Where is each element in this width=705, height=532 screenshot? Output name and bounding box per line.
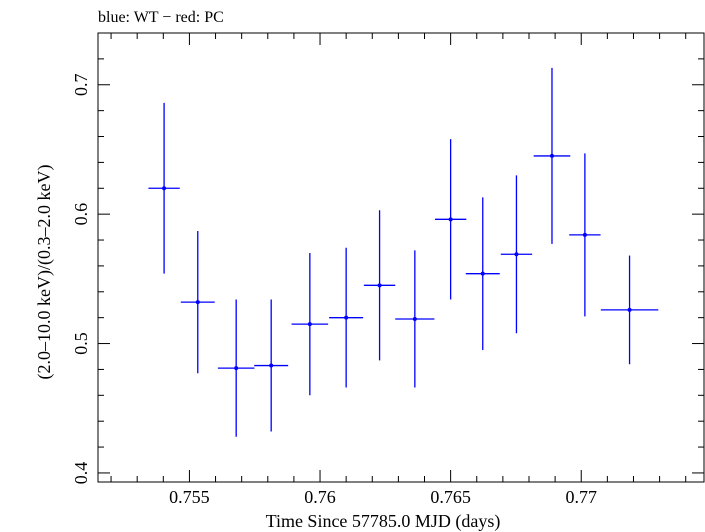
tick-labels: 0.755 0.76 0.765 0.77 0.4 0.5 0.6 0.7 <box>71 74 597 507</box>
data-point <box>363 210 396 361</box>
axis-ticks <box>98 32 704 482</box>
data-point <box>180 230 215 374</box>
point-marker <box>448 217 453 222</box>
y-tick-label: 0.7 <box>71 74 91 97</box>
data-point <box>600 255 659 365</box>
data-point <box>148 102 180 274</box>
point-marker <box>377 283 382 288</box>
data-point <box>465 197 500 351</box>
point-marker <box>514 252 519 257</box>
data-point <box>533 67 571 244</box>
data-point <box>395 250 435 388</box>
point-marker <box>344 315 349 320</box>
x-tick-label: 0.77 <box>565 487 597 507</box>
point-marker <box>412 316 417 321</box>
data-point <box>569 153 601 317</box>
data-points <box>148 67 659 437</box>
point-marker <box>234 366 239 371</box>
point-marker <box>307 322 312 327</box>
y-tick-label: 0.5 <box>71 332 91 355</box>
point-marker <box>627 307 632 312</box>
y-tick-label: 0.4 <box>71 462 91 485</box>
x-tick-label: 0.76 <box>304 487 336 507</box>
data-point <box>329 247 364 388</box>
x-axis-label: Time Since 57785.0 MJD (days) <box>266 511 501 532</box>
point-marker <box>549 153 554 158</box>
data-point <box>217 299 255 437</box>
point-marker <box>480 271 485 276</box>
y-tick-label: 0.6 <box>71 203 91 226</box>
point-marker <box>269 363 274 368</box>
x-tick-label: 0.755 <box>169 487 210 507</box>
point-marker <box>162 186 167 191</box>
point-marker <box>582 232 587 237</box>
plot-frame <box>97 32 705 483</box>
point-marker <box>195 300 200 305</box>
data-point <box>500 175 533 334</box>
chart-title: blue: WT − red: PC <box>98 9 224 26</box>
data-point <box>254 299 289 432</box>
data-point <box>434 139 467 300</box>
x-tick-label: 0.765 <box>430 487 471 507</box>
data-point <box>291 252 329 396</box>
y-axis-label: (2.0–10.0 keV)/(0.3–2.0 keV) <box>34 165 55 380</box>
